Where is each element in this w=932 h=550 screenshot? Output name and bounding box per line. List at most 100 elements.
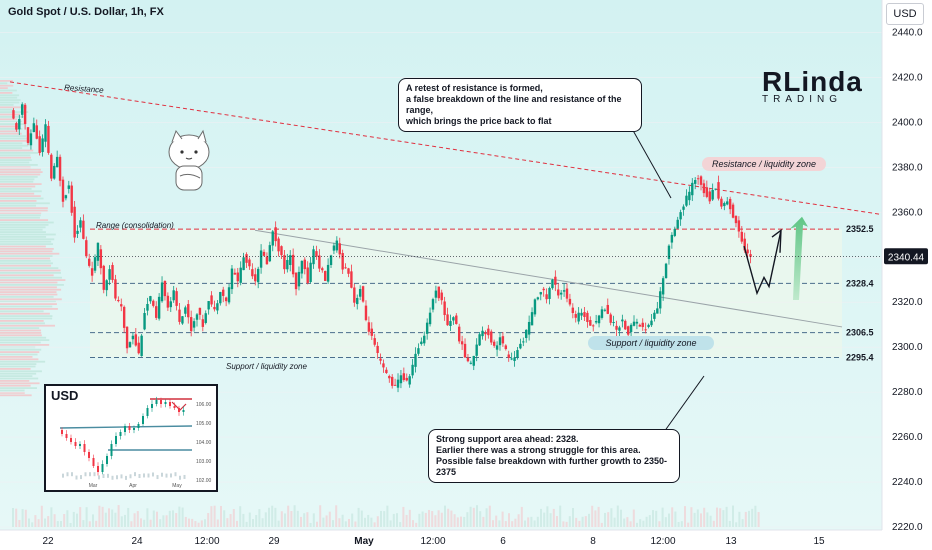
volume-bar bbox=[690, 507, 693, 527]
volume-bar bbox=[56, 521, 59, 527]
volume-bar bbox=[562, 521, 565, 527]
volume-bar bbox=[120, 516, 123, 527]
inset-candle-body bbox=[101, 464, 104, 472]
y-tick-label: 2420.0 bbox=[892, 72, 923, 83]
candle-body bbox=[463, 343, 467, 358]
inset-volume-bar bbox=[84, 472, 87, 477]
inset-candle-body bbox=[124, 426, 126, 432]
volume-profile-bar bbox=[0, 240, 52, 243]
candle-body bbox=[685, 195, 688, 206]
volume-bar bbox=[258, 509, 261, 527]
volume-bar bbox=[168, 510, 171, 527]
candle-body bbox=[478, 334, 481, 346]
candle-body bbox=[708, 191, 711, 202]
volume-bar bbox=[520, 506, 523, 527]
volume-profile-bar bbox=[0, 159, 32, 161]
note-bottom-line-3: Possible false breakdown with further gr… bbox=[436, 456, 668, 477]
volume-profile-bar bbox=[0, 293, 58, 296]
volume-bar bbox=[645, 516, 648, 527]
candle-body bbox=[647, 324, 650, 327]
brand-logo: RLinda TRADING bbox=[762, 66, 863, 105]
volume-bar bbox=[197, 522, 200, 527]
candle-body bbox=[705, 187, 709, 197]
y-tick-label: 2240.0 bbox=[892, 477, 923, 488]
candle-body bbox=[364, 305, 368, 321]
note-top: A retest of resistance is formed, a fals… bbox=[398, 78, 642, 132]
candle-body bbox=[390, 376, 394, 386]
volume-bar bbox=[636, 522, 638, 527]
volume-bar bbox=[149, 519, 152, 527]
volume-bar bbox=[728, 520, 731, 527]
volume-profile-bar bbox=[0, 368, 31, 370]
volume-bar bbox=[386, 505, 389, 527]
inset-candle-body bbox=[155, 400, 158, 404]
volume-profile-bar bbox=[0, 284, 64, 286]
volume-profile-bar bbox=[0, 161, 30, 164]
volume-bar bbox=[722, 510, 725, 527]
candle-body bbox=[443, 301, 446, 316]
candle-body bbox=[111, 265, 114, 281]
candle-body bbox=[408, 376, 411, 385]
candle-body bbox=[120, 304, 123, 307]
inset-volume-bar bbox=[174, 472, 177, 477]
candle-body bbox=[510, 358, 513, 360]
volume-profile-bar bbox=[0, 96, 18, 99]
volume-profile-bar bbox=[0, 353, 38, 356]
inset-candle-body bbox=[173, 406, 176, 408]
candle-body bbox=[55, 156, 59, 168]
volume-bar bbox=[396, 513, 398, 527]
volume-bar bbox=[367, 514, 370, 527]
inset-candle-body bbox=[65, 434, 68, 438]
volume-bar bbox=[741, 519, 744, 527]
y-tick-label: 2220.0 bbox=[892, 522, 923, 533]
currency-button[interactable]: USD bbox=[886, 3, 924, 25]
volume-bar bbox=[444, 505, 446, 527]
volume-bar bbox=[716, 507, 718, 527]
volume-profile-bar bbox=[0, 300, 56, 303]
candle-body bbox=[609, 314, 612, 323]
volume-bar bbox=[482, 516, 485, 527]
volume-profile-bar bbox=[0, 84, 14, 87]
candle-body bbox=[682, 206, 685, 210]
volume-profile-bar bbox=[0, 195, 41, 197]
inset-title: USD bbox=[51, 388, 79, 403]
volume-bar bbox=[47, 516, 50, 527]
volume-bar bbox=[565, 521, 568, 527]
candle-body bbox=[720, 198, 723, 207]
inset-volume-bar bbox=[80, 475, 82, 480]
inset-volume-bar bbox=[93, 472, 96, 477]
inset-volume-bar bbox=[89, 472, 91, 477]
candle-body bbox=[405, 377, 408, 381]
candle-body bbox=[699, 176, 703, 185]
candle-body bbox=[326, 264, 330, 282]
candle-body bbox=[224, 297, 228, 302]
candle-body bbox=[181, 316, 184, 324]
candle-body bbox=[90, 268, 94, 276]
candle-body bbox=[99, 249, 103, 269]
candle-body bbox=[335, 240, 339, 251]
volume-bar bbox=[207, 513, 210, 527]
volume-bar bbox=[104, 512, 107, 527]
candle-body bbox=[638, 324, 642, 327]
volume-bar bbox=[658, 521, 661, 527]
volume-profile-bar bbox=[0, 317, 53, 320]
candle-body bbox=[659, 291, 662, 309]
candle-body bbox=[417, 348, 420, 354]
volume-bar bbox=[143, 519, 146, 527]
candles bbox=[12, 102, 752, 393]
volume-profile-bar bbox=[0, 214, 41, 217]
volume-profile-bar bbox=[0, 135, 27, 137]
volume-profile-bar bbox=[0, 128, 23, 130]
volume-profile-bar bbox=[0, 87, 8, 89]
candle-body bbox=[233, 272, 237, 275]
candle-body bbox=[195, 314, 199, 320]
volume-bar bbox=[252, 519, 254, 527]
volume-bar bbox=[72, 511, 75, 527]
candle-body bbox=[175, 291, 178, 306]
volume-bar bbox=[693, 512, 696, 527]
volume-profile-bar bbox=[0, 348, 42, 351]
volume-profile-bar bbox=[0, 392, 25, 394]
volume-profile-bar bbox=[0, 176, 38, 178]
candle-body bbox=[198, 307, 202, 315]
inset-volume-bar bbox=[75, 475, 78, 480]
